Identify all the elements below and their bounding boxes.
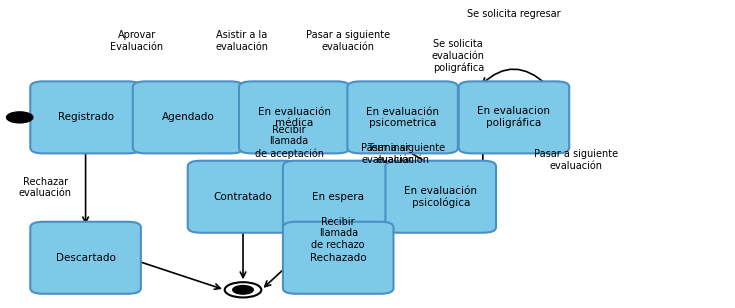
FancyBboxPatch shape [283,222,393,294]
Text: Contratado: Contratado [214,192,273,202]
Text: Se solicita
evaluación
poligráfica: Se solicita evaluación poligráfica [431,39,485,73]
Text: Registrado: Registrado [57,112,114,122]
FancyBboxPatch shape [30,81,141,153]
FancyBboxPatch shape [239,81,350,153]
Text: Recibir
llamada
de aceptación: Recibir llamada de aceptación [254,125,323,159]
Circle shape [7,112,33,123]
FancyBboxPatch shape [385,161,496,233]
Text: En evaluación
médica: En evaluación médica [258,107,331,128]
Text: Se solicita regresar: Se solicita regresar [467,9,561,18]
Text: Pasar a siguiente
evaluación: Pasar a siguiente evaluación [306,30,390,52]
Text: Agendado: Agendado [162,112,215,122]
Text: Asistir a la
evaluación: Asistir a la evaluación [215,30,268,52]
FancyBboxPatch shape [348,81,458,153]
Text: En evaluación
psicometrica: En evaluación psicometrica [366,107,439,128]
Text: En espera: En espera [312,192,365,202]
FancyBboxPatch shape [30,222,141,294]
Text: Pasar a siguiente
evaluación: Pasar a siguiente evaluación [534,149,618,171]
Text: Rechazado: Rechazado [310,253,367,263]
Text: En evaluacion
poligráfica: En evaluacion poligráfica [478,106,551,128]
Circle shape [233,286,254,294]
Text: Rechazar
evaluación: Rechazar evaluación [19,177,72,198]
Text: Recibir
llamada
de rechazo: Recibir llamada de rechazo [312,217,365,250]
Text: Terminar
evaluación: Terminar evaluación [362,143,415,165]
FancyBboxPatch shape [187,161,298,233]
FancyBboxPatch shape [133,81,243,153]
Text: Pasar a siguiente
evaluación: Pasar a siguiente evaluación [361,143,445,165]
FancyBboxPatch shape [459,81,569,153]
Text: En evaluación
psicológica: En evaluación psicológica [404,186,477,208]
Text: Descartado: Descartado [56,253,115,263]
FancyBboxPatch shape [283,161,393,233]
Circle shape [225,282,262,298]
Text: Aprovar
Evaluación: Aprovar Evaluación [110,30,163,52]
